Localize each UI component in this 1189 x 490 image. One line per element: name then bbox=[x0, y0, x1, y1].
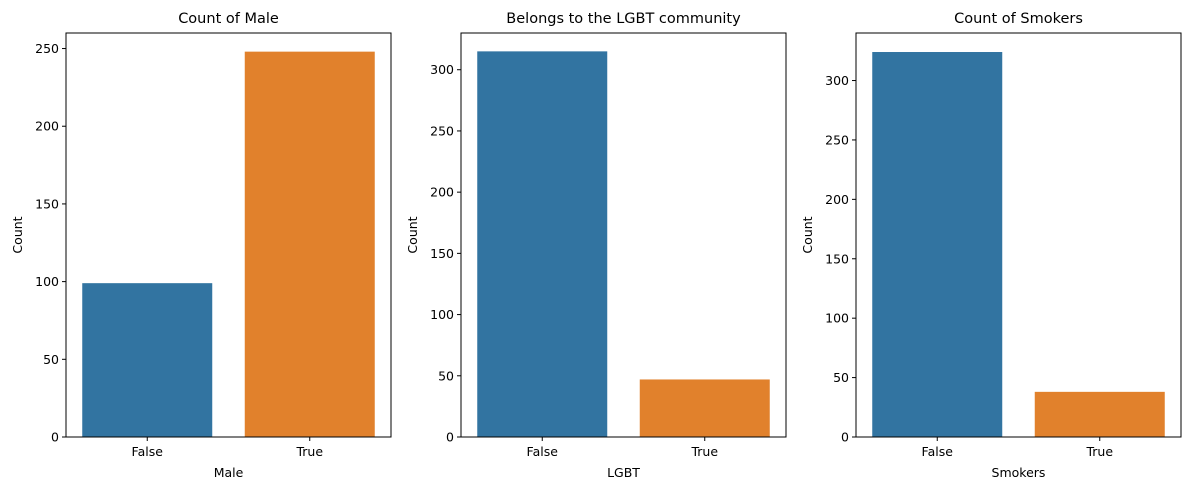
bar-true bbox=[244, 51, 375, 438]
bar-false bbox=[872, 52, 1003, 437]
bars bbox=[477, 51, 770, 437]
y-axis-label: Count bbox=[800, 216, 815, 253]
bars bbox=[872, 52, 1165, 437]
y-tick-label: 100 bbox=[35, 274, 59, 289]
chart-title: Count of Male bbox=[178, 11, 279, 27]
bar-false bbox=[82, 283, 213, 437]
bar-true bbox=[1034, 391, 1165, 437]
chart-title: Belongs to the LGBT community bbox=[506, 11, 741, 27]
subplot-lgbt: Belongs to the LGBT community LGBT Count… bbox=[405, 11, 787, 480]
y-tick-label: 0 bbox=[841, 430, 849, 445]
y-tick-label: 50 bbox=[438, 368, 454, 383]
x-axis-label: Smokers bbox=[992, 465, 1046, 480]
y-tick-label: 150 bbox=[35, 196, 59, 211]
y-tick-label: 0 bbox=[446, 430, 454, 445]
x-axis-label: Male bbox=[214, 465, 244, 480]
plot-frame bbox=[460, 32, 787, 438]
y-tick-label: 200 bbox=[825, 192, 849, 207]
x-tick-label: False bbox=[132, 444, 164, 459]
bar-true bbox=[639, 379, 770, 437]
chart-title: Count of Smokers bbox=[954, 11, 1083, 27]
x-tick-label: False bbox=[922, 444, 954, 459]
x-tick-label: False bbox=[527, 444, 559, 459]
y-axis-label: Count bbox=[10, 216, 25, 253]
x-tick-label: True bbox=[1085, 444, 1113, 459]
plot-frame bbox=[65, 32, 392, 438]
y-tick-label: 0 bbox=[51, 430, 59, 445]
subplot-male: Count of Male Male Count 0 50 100 150 200 250… bbox=[10, 11, 392, 480]
y-tick-label: 100 bbox=[430, 307, 454, 322]
y-tick-label: 250 bbox=[35, 41, 59, 56]
y-axis-ticks: 0 50 100 150 200 250 bbox=[35, 41, 66, 445]
plot-frame bbox=[855, 32, 1182, 438]
y-tick-label: 150 bbox=[430, 246, 454, 261]
y-axis-ticks: 0 50 100 150 200 250 300 bbox=[430, 62, 461, 445]
x-axis-label: LGBT bbox=[607, 465, 640, 480]
y-tick-label: 300 bbox=[825, 73, 849, 88]
y-tick-label: 250 bbox=[825, 132, 849, 147]
y-tick-label: 250 bbox=[430, 123, 454, 138]
y-tick-label: 150 bbox=[825, 251, 849, 266]
bar-false bbox=[477, 51, 608, 437]
x-tick-label: True bbox=[690, 444, 718, 459]
y-tick-label: 200 bbox=[430, 185, 454, 200]
y-tick-label: 50 bbox=[43, 352, 59, 367]
x-axis-ticks: False True bbox=[132, 437, 323, 459]
y-tick-label: 100 bbox=[825, 311, 849, 326]
y-tick-label: 200 bbox=[35, 119, 59, 134]
x-tick-label: True bbox=[295, 444, 323, 459]
subplot-smokers: Count of Smokers Smokers Count 0 50 100 150… bbox=[800, 11, 1182, 480]
x-axis-ticks: False True bbox=[922, 437, 1113, 459]
y-axis-label: Count bbox=[405, 216, 420, 253]
y-axis-ticks: 0 50 100 150 200 250 300 bbox=[825, 73, 856, 445]
y-tick-label: 300 bbox=[430, 62, 454, 77]
bars bbox=[82, 51, 375, 438]
x-axis-ticks: False True bbox=[527, 437, 718, 459]
y-tick-label: 50 bbox=[833, 370, 849, 385]
